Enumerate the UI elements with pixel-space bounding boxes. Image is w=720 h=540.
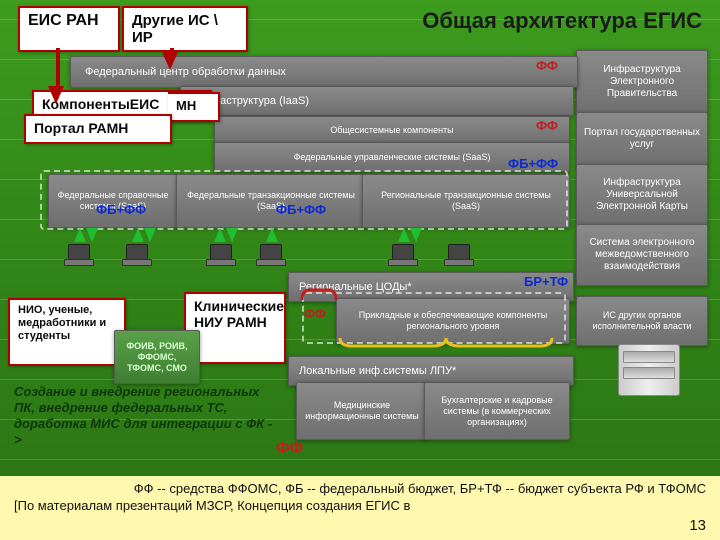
laptop-icon [64, 244, 94, 266]
flow-arrow [74, 228, 86, 242]
blk-infra-ep: Инфраструктура Электронного Правительств… [576, 50, 708, 114]
blk-fed-center: Федеральный центр обработки данных [70, 56, 578, 88]
bracket-icon [336, 336, 556, 348]
box-nio: НИО, ученые, медработники и студенты [8, 298, 126, 366]
paragraph: Создание и внедрение региональных ПК, вн… [14, 384, 274, 448]
arrow-head [162, 52, 178, 70]
laptop-icon [206, 244, 236, 266]
blk-other-org: ИС других органов исполнительной власти [576, 296, 708, 346]
region-federal [40, 170, 568, 230]
flow-arrow [214, 228, 226, 242]
blk-med-is: Медицинские информационные системы [296, 382, 428, 440]
code-fbff: ФБ+ФФ [508, 156, 558, 171]
laptop-icon [122, 244, 152, 266]
box-portal: Портал РАМН [24, 114, 172, 144]
box-long-suffix: МН [168, 92, 220, 122]
arrow [56, 48, 60, 88]
box-eis-ran: ЕИС РАН [18, 6, 120, 52]
box-other-is: Другие ИС \ ИР [122, 6, 248, 52]
laptop-icon [256, 244, 286, 266]
code-ff: ФФ [276, 440, 303, 458]
laptop-icon [388, 244, 418, 266]
code-fbff: ФБ+ФФ [276, 202, 326, 217]
flow-arrow [398, 228, 410, 242]
blk-obsh: Общесистемные компоненты [214, 116, 570, 144]
blk-portal-gu: Портал государственных услуг [576, 112, 708, 166]
code-ff: ФФ [536, 118, 558, 133]
code-ff: ФФ [536, 58, 558, 73]
server-icon [618, 344, 680, 396]
blk-uek: Инфраструктура Универсальной Электронной… [576, 164, 708, 226]
code-brtf: БР+ТФ [524, 274, 568, 289]
flow-arrow [86, 228, 98, 242]
bracket-icon [300, 288, 338, 302]
page-title: Общая архитектура ЕГИС [422, 8, 702, 34]
footer: ФФ -- средства ФФОМС, ФБ -- федеральный … [0, 476, 720, 540]
blk-iaas: Инфраструктура (IaaS) [180, 86, 574, 116]
blk-buh: Бухгалтерские и кадровые системы (в комм… [424, 382, 570, 440]
flow-arrow [132, 228, 144, 242]
laptop-icon [444, 244, 474, 266]
flow-arrow [410, 228, 422, 242]
flow-arrow [266, 228, 278, 242]
flow-arrow [226, 228, 238, 242]
blk-foiv: ФОИВ, РОИВ, ФФОМС, ТФОМС, СМО [114, 330, 200, 384]
code-fbff: ФБ+ФФ [96, 202, 146, 217]
footer-line1: ФФ -- средства ФФОМС, ФБ -- федеральный … [14, 480, 706, 497]
page-number: 13 [689, 517, 706, 534]
footer-line2: [По материалам презентаций МЗСР, Концепц… [14, 497, 706, 514]
code-ff: ФФ [304, 306, 326, 321]
flow-arrow [144, 228, 156, 242]
blk-smv: Система электронного межведомственного в… [576, 224, 708, 286]
arrow-head [48, 86, 64, 104]
